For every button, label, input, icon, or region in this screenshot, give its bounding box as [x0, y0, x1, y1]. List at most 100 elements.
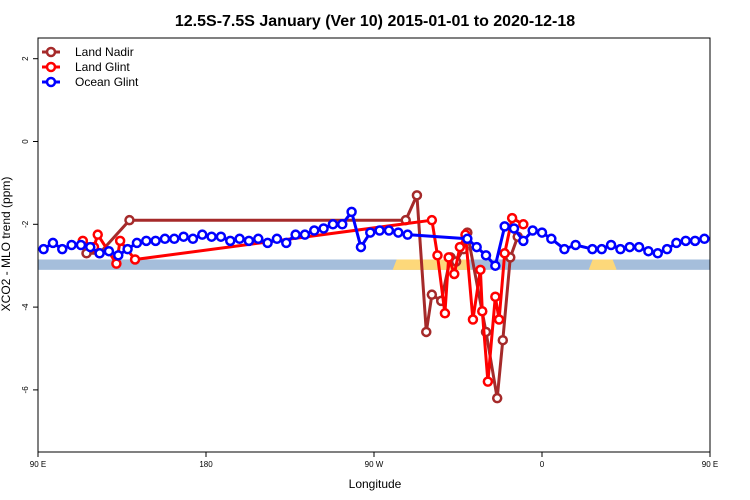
data-point [661, 243, 673, 255]
x-tick-label: 90 E [702, 460, 718, 469]
y-axis: 2 0 -2 -4 -6 [21, 56, 38, 393]
series-layer [38, 190, 710, 404]
land-band-1 [588, 259, 617, 270]
data-point [299, 229, 311, 240]
data-point [518, 219, 529, 230]
data-point [652, 248, 663, 259]
data-point [225, 235, 236, 247]
data-point [499, 248, 510, 259]
data-point [480, 250, 492, 261]
data-point [94, 248, 105, 259]
data-point [596, 243, 607, 255]
data-point [570, 239, 581, 251]
data-point [327, 219, 339, 230]
data-point [66, 239, 77, 251]
data-point [490, 291, 501, 302]
series-line-0 [86, 193, 520, 400]
legend-item: Land Nadir [42, 45, 134, 59]
data-point [169, 233, 180, 245]
data-point [689, 235, 701, 247]
data-point [215, 231, 227, 242]
data-point [281, 237, 292, 249]
data-point [187, 233, 199, 245]
data-point [536, 227, 548, 238]
data-point [426, 214, 438, 226]
x-tick-label: 180 [199, 460, 213, 469]
data-point [527, 225, 538, 236]
data-point [546, 233, 557, 245]
data-point [439, 308, 451, 319]
data-point [262, 237, 273, 249]
data-point [253, 233, 264, 245]
data-point [491, 392, 503, 404]
legend-item: Land Glint [42, 60, 130, 74]
data-point [624, 241, 635, 253]
x-tick-label: 90 E [30, 460, 46, 469]
data-point [206, 231, 217, 242]
y-tick-label: -4 [21, 303, 30, 311]
data-point [411, 190, 423, 201]
data-point [92, 229, 103, 240]
data-point [462, 233, 473, 245]
data-point [421, 326, 432, 338]
data-point [124, 214, 135, 226]
data-point [131, 237, 143, 249]
data-point [57, 243, 68, 255]
data-point [374, 225, 385, 236]
data-point [402, 229, 413, 240]
data-point [129, 254, 141, 265]
data-point [497, 334, 509, 346]
data-point [471, 241, 482, 253]
data-point [699, 233, 710, 245]
data-point [150, 235, 161, 247]
data-point [467, 314, 479, 325]
legend-item: Ocean Glint [42, 75, 139, 89]
legend-marker [45, 76, 57, 88]
data-point [111, 258, 122, 269]
data-point [449, 268, 460, 280]
data-point [559, 243, 570, 255]
data-point [346, 206, 357, 218]
y-tick-label: -2 [21, 220, 30, 228]
data-point [643, 245, 654, 257]
data-point [506, 212, 518, 224]
data-point [197, 229, 208, 240]
data-point [443, 252, 454, 263]
data-point [615, 243, 626, 255]
x-axis: 90 E 180 90 W 0 90 E [30, 452, 718, 469]
legend-marker [45, 61, 57, 73]
legend-label: Ocean Glint [75, 75, 139, 89]
data-point [47, 237, 59, 249]
data-point [122, 243, 133, 255]
data-point [426, 289, 438, 300]
data-point [290, 229, 301, 240]
data-point [114, 235, 126, 247]
data-point [454, 241, 466, 253]
data-point [318, 223, 329, 234]
y-axis-label: XCO2 - MLO trend (ppm) [0, 177, 13, 312]
data-point [493, 314, 505, 325]
data-point [337, 219, 348, 230]
ocean-band [38, 259, 710, 270]
y-tick-label: 2 [21, 56, 30, 61]
data-point [383, 225, 395, 236]
data-point [490, 260, 501, 271]
data-point [159, 233, 171, 245]
x-tick-label: 0 [540, 460, 545, 469]
data-point [365, 227, 376, 238]
data-point [633, 241, 645, 253]
data-point [243, 235, 255, 247]
data-point [475, 264, 486, 276]
data-point [432, 250, 443, 261]
data-point [141, 235, 152, 247]
data-point [355, 241, 367, 253]
data-point [393, 227, 404, 238]
legend-label: Land Nadir [75, 45, 134, 59]
data-point [499, 221, 510, 232]
x-axis-label: Longitude [349, 477, 402, 491]
data-point [271, 233, 283, 245]
data-point [605, 239, 617, 251]
data-point [103, 245, 115, 257]
